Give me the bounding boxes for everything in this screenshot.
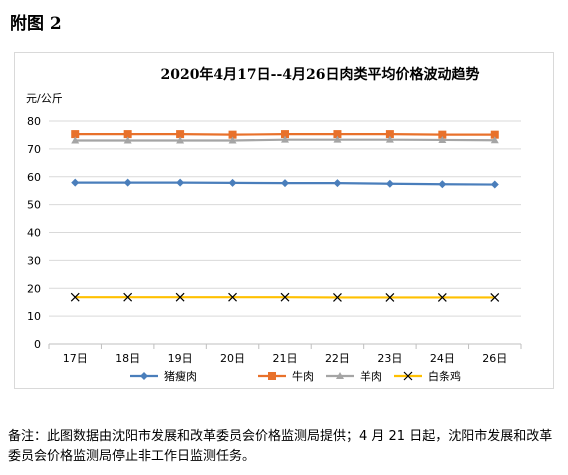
figure-label: 附图 2 [10,14,62,34]
data-point [228,292,237,302]
y-tick-label: 40 [27,227,41,240]
legend-marker [140,372,148,380]
data-point [438,180,447,189]
chart-frame [14,52,554,389]
legend-label: 牛肉 [292,369,314,383]
legend-label: 白条鸡 [428,369,461,383]
x-tick-label: 26日 [482,352,507,365]
data-point [333,179,342,188]
data-point [490,180,499,189]
data-point [123,136,132,144]
data-point [123,292,133,302]
data-point [228,130,237,139]
data-point [385,130,394,139]
x-tick-label: 19日 [168,352,193,365]
data-point [280,292,290,302]
data-point [333,130,342,139]
y-tick-label: 30 [27,254,41,267]
data-point [71,178,80,187]
y-tick-label: 60 [27,171,41,184]
data-point [333,293,342,302]
legend-marker [268,372,276,380]
data-point [490,130,499,139]
data-point [71,136,80,144]
y-axis-label: 元/公斤 [26,92,63,105]
data-point [176,178,185,187]
legend-label: 羊肉 [360,369,382,383]
x-tick-label: 22日 [325,352,350,365]
y-tick-label: 70 [27,143,41,156]
data-point [385,293,395,302]
data-point [71,130,80,139]
y-tick-label: 10 [27,310,41,323]
x-tick-label: 17日 [63,352,88,365]
data-point [385,135,394,143]
data-point [123,130,132,139]
x-tick-label: 21日 [273,352,298,365]
data-point [333,135,342,143]
y-tick-label: 0 [34,338,41,351]
data-point [70,292,80,302]
legend-marker [336,372,344,379]
data-point [281,130,289,139]
data-point [490,293,500,302]
y-tick-label: 50 [27,199,41,212]
x-tick-label: 20日 [220,352,245,365]
legend-label: 猪瘦肉 [164,369,197,383]
data-point [175,292,185,302]
x-tick-label: 23日 [377,352,402,365]
data-point [228,178,237,187]
data-point [228,136,237,144]
footnote: 备注：此图数据由沈阳市发展和改革委员会价格监测局提供；4 月 21 日起，沈阳市… [8,429,553,464]
y-tick-label: 20 [27,282,41,295]
x-tick-label: 18日 [115,352,140,365]
data-point [123,178,132,187]
data-point [385,179,394,188]
data-point [176,130,185,139]
chart-title: 2020年4月17日--4月26日肉类平均价格波动趋势 [160,66,479,83]
y-tick-label: 80 [27,115,41,128]
data-point [281,179,289,188]
data-point [437,293,447,302]
data-point [490,136,499,144]
data-point [281,135,289,143]
legend-marker [403,371,413,381]
x-tick-label: 24日 [430,352,455,365]
data-point [438,135,447,143]
data-point [438,130,447,139]
data-point [176,136,185,144]
